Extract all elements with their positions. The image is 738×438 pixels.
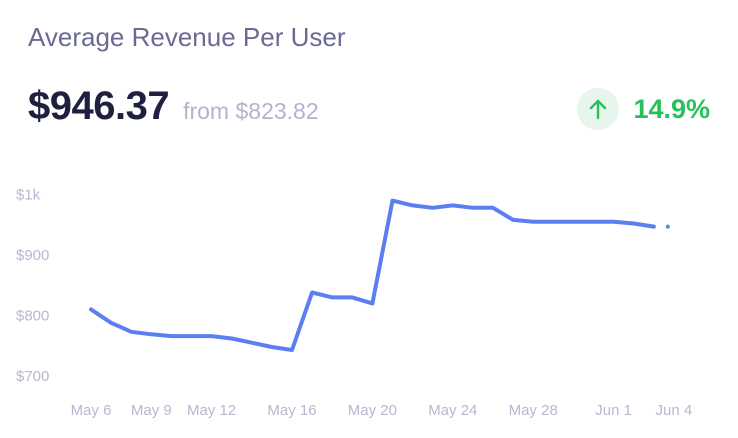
data-point[interactable] <box>250 341 254 345</box>
data-point[interactable] <box>149 332 153 336</box>
data-point[interactable] <box>210 334 214 338</box>
data-point[interactable] <box>491 206 495 210</box>
x-tick-label: May 6 <box>71 402 112 419</box>
data-point[interactable] <box>592 220 596 224</box>
data-point[interactable] <box>451 203 455 207</box>
change-indicator: 14.9% <box>577 88 710 130</box>
data-point[interactable] <box>109 321 113 325</box>
x-tick-label: May 16 <box>267 402 316 419</box>
x-tick-label: May 9 <box>131 402 172 419</box>
y-tick-label: $900 <box>16 247 49 264</box>
y-tick-label: $700 <box>16 368 49 385</box>
metric-row: $946.37 from $823.82 <box>28 84 319 129</box>
data-point[interactable] <box>571 220 575 224</box>
x-tick-label: Jun 4 <box>656 402 693 419</box>
x-tick-label: May 24 <box>428 402 477 419</box>
series-line <box>89 198 656 352</box>
data-point[interactable] <box>290 348 294 352</box>
y-tick-label: $800 <box>16 308 49 325</box>
data-point[interactable] <box>190 334 194 338</box>
data-point[interactable] <box>652 225 656 229</box>
data-point[interactable] <box>411 203 415 207</box>
data-point[interactable] <box>531 220 535 224</box>
data-point[interactable] <box>350 295 354 299</box>
data-point[interactable] <box>169 334 173 338</box>
x-tick-label: May 28 <box>509 402 558 419</box>
x-tick-label: May 12 <box>187 402 236 419</box>
data-point[interactable] <box>230 336 234 340</box>
data-point[interactable] <box>511 218 515 222</box>
card-title: Average Revenue Per User <box>28 22 346 52</box>
change-percent: 14.9% <box>633 93 710 124</box>
arrow-up-icon <box>577 88 620 130</box>
y-tick-label: $1k <box>16 187 41 204</box>
data-point[interactable] <box>612 220 616 224</box>
data-point[interactable] <box>129 330 133 334</box>
data-point[interactable] <box>672 225 676 229</box>
data-point[interactable] <box>330 295 334 299</box>
data-point[interactable] <box>431 206 435 210</box>
data-point[interactable] <box>551 220 555 224</box>
current-value: $946.37 <box>28 84 170 128</box>
x-tick-label: Jun 1 <box>595 402 632 419</box>
data-point[interactable] <box>89 307 93 311</box>
data-point[interactable] <box>632 222 636 226</box>
data-point[interactable] <box>391 199 395 203</box>
x-tick-label: May 20 <box>348 402 397 419</box>
data-point[interactable] <box>471 206 475 210</box>
data-point[interactable] <box>370 301 374 305</box>
data-point[interactable] <box>310 291 314 295</box>
previous-value: from $823.82 <box>183 98 319 124</box>
data-point[interactable] <box>270 345 274 349</box>
